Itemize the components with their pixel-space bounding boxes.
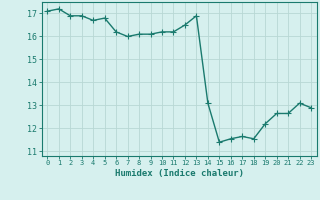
X-axis label: Humidex (Indice chaleur): Humidex (Indice chaleur) — [115, 169, 244, 178]
